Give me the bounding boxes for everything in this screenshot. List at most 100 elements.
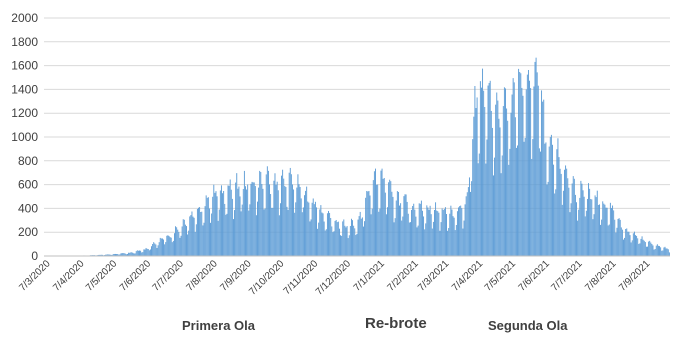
daily-bar — [136, 250, 138, 256]
daily-bar — [228, 185, 230, 256]
daily-bar — [231, 198, 233, 256]
daily-bar — [560, 173, 562, 256]
daily-bar — [454, 230, 456, 256]
daily-bar — [356, 233, 358, 256]
daily-bar — [248, 210, 250, 256]
x-tick-label: 7/7/2021 — [549, 258, 585, 294]
daily-bar — [506, 108, 508, 256]
daily-bar — [388, 182, 390, 256]
daily-bar — [119, 254, 121, 256]
daily-bar — [308, 202, 310, 256]
daily-bar — [495, 104, 497, 256]
daily-bar — [656, 244, 658, 256]
daily-bar — [318, 222, 320, 256]
daily-bar — [170, 237, 172, 256]
daily-bar — [265, 174, 267, 256]
daily-bar — [397, 191, 399, 256]
daily-bar — [118, 254, 120, 256]
daily-bar — [491, 127, 493, 256]
daily-bar — [368, 190, 370, 256]
x-axis-ticks: 7/3/20207/4/20207/5/20207/6/20207/7/2020… — [17, 258, 652, 298]
daily-bar — [394, 218, 396, 256]
daily-bar — [252, 182, 254, 256]
daily-bar — [287, 209, 289, 256]
daily-bar — [537, 85, 539, 256]
daily-bar — [390, 181, 392, 256]
daily-bar — [141, 252, 143, 256]
daily-bar — [184, 224, 186, 256]
daily-bar — [245, 186, 246, 256]
daily-bar — [263, 209, 265, 256]
daily-bar — [217, 220, 219, 256]
daily-bar — [623, 239, 624, 256]
daily-bar — [654, 248, 656, 256]
daily-bar — [129, 252, 131, 256]
y-tick-label: 0 — [31, 249, 38, 263]
daily-bar — [132, 252, 134, 256]
daily-bar — [171, 242, 173, 256]
daily-bar — [148, 250, 150, 256]
daily-bar — [411, 209, 413, 256]
daily-bar — [426, 205, 428, 256]
daily-bar — [653, 249, 655, 256]
daily-bar — [301, 212, 303, 256]
daily-bar — [143, 249, 145, 256]
daily-bar — [379, 208, 381, 256]
daily-bar — [479, 81, 481, 256]
daily-bar — [606, 207, 608, 256]
daily-bar — [402, 216, 404, 256]
daily-bar — [414, 209, 416, 256]
daily-bar — [396, 191, 398, 256]
daily-bar — [241, 204, 243, 256]
daily-bar — [357, 219, 359, 256]
daily-bar — [147, 249, 149, 256]
daily-bar — [630, 242, 632, 256]
daily-bar — [331, 226, 333, 256]
daily-bar — [647, 246, 648, 256]
daily-bar — [649, 240, 651, 256]
daily-bar — [266, 166, 268, 256]
daily-bar — [116, 254, 118, 256]
daily-bar — [619, 219, 621, 256]
daily-bar — [608, 224, 610, 256]
daily-bar — [510, 112, 512, 257]
daily-bar — [297, 174, 299, 256]
daily-bar — [626, 228, 628, 256]
daily-bar — [286, 206, 288, 256]
daily-bar — [432, 221, 434, 256]
daily-bar — [427, 207, 429, 256]
daily-bar — [282, 169, 284, 256]
daily-bar — [107, 254, 109, 256]
daily-bar — [250, 183, 252, 256]
daily-bar — [448, 228, 450, 256]
daily-bar — [391, 191, 393, 256]
daily-bar — [447, 230, 449, 256]
daily-bar — [596, 190, 598, 256]
daily-bar — [358, 216, 360, 256]
daily-bar — [513, 82, 515, 256]
daily-bar — [335, 219, 337, 256]
daily-bar — [106, 254, 108, 256]
daily-bar — [660, 247, 662, 256]
daily-bar — [431, 228, 433, 256]
daily-bar — [353, 225, 355, 256]
daily-bar — [321, 212, 323, 256]
daily-bar — [542, 101, 544, 256]
daily-bar — [253, 182, 255, 256]
daily-bar — [409, 222, 411, 256]
daily-bar — [519, 72, 521, 256]
daily-bar — [261, 184, 263, 256]
daily-bar — [310, 219, 312, 256]
daily-bar — [612, 205, 614, 256]
daily-bar — [637, 238, 639, 256]
daily-bar — [532, 139, 534, 256]
daily-bar — [465, 196, 467, 256]
daily-bar — [127, 253, 128, 256]
grid-lines — [44, 17, 670, 233]
daily-bar — [496, 92, 498, 257]
x-tick-label: 7/2/2021 — [386, 258, 422, 294]
daily-bar — [651, 243, 653, 256]
daily-bar — [443, 208, 445, 256]
daily-bar — [186, 226, 187, 256]
daily-bar — [213, 184, 215, 256]
